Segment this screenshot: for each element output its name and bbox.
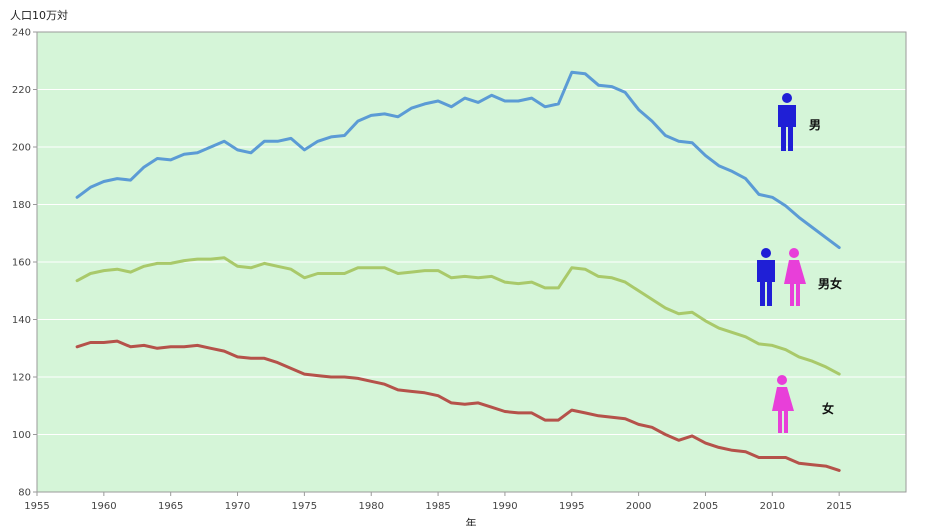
female-figure-icon	[784, 248, 806, 306]
y-tick-label: 240	[12, 28, 31, 39]
series-line-男女	[75, 256, 841, 376]
x-axis-label: 年	[466, 516, 477, 526]
y-tick-label: 80	[18, 488, 31, 499]
x-tick-label: 1980	[359, 501, 384, 512]
x-tick-label: 1970	[225, 501, 250, 512]
y-tick-label: 200	[12, 143, 31, 154]
male-figure-icon	[778, 93, 796, 151]
x-tick-label: 1995	[559, 501, 584, 512]
y-tick-label: 220	[12, 85, 31, 96]
x-ticks: 1955 1960 1965 1970 1975 1980 1985 1990 1995 2000…	[24, 492, 852, 512]
y-tick-label: 160	[12, 258, 31, 269]
legend-label-女: 女	[822, 401, 834, 416]
legend-label-男女: 男女	[818, 276, 842, 291]
x-tick-label: 1985	[425, 501, 450, 512]
y-axis-label: 人口10万対	[10, 8, 68, 22]
x-tick-label: 2015	[826, 501, 851, 512]
series-line-男	[75, 70, 841, 250]
x-tick-label: 1965	[158, 501, 183, 512]
y-tick-label: 120	[12, 373, 31, 384]
series-line-女	[75, 339, 841, 472]
y-tick-label: 140	[12, 315, 31, 326]
x-tick-label: 1990	[492, 501, 517, 512]
x-tick-label: 2005	[693, 501, 718, 512]
female-figure-icon	[772, 375, 794, 433]
x-tick-label: 1975	[292, 501, 317, 512]
series-lines	[75, 70, 841, 472]
legend-label-男: 男	[809, 118, 821, 132]
y-tick-label: 100	[12, 430, 31, 441]
x-tick-label: 2000	[626, 501, 651, 512]
x-tick-label: 1960	[91, 501, 116, 512]
x-tick-label: 2010	[760, 501, 785, 512]
y-ticks: 80 100 120 140 160 180 200 220 240	[12, 28, 37, 499]
x-tick-label: 1955	[24, 501, 49, 512]
male-figure-icon	[757, 248, 775, 306]
y-tick-label: 180	[12, 200, 31, 211]
